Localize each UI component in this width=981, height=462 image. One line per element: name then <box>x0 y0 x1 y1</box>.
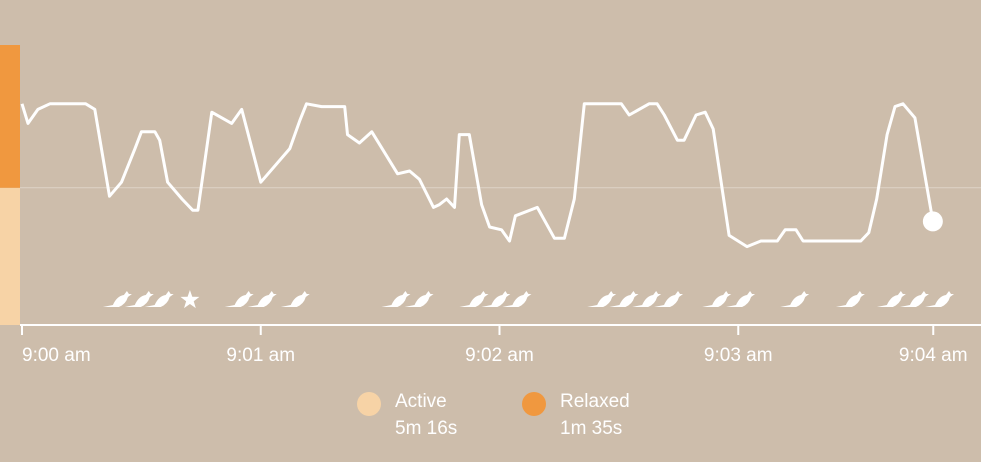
zone-band <box>0 187 20 325</box>
calm-line <box>20 102 935 249</box>
x-tick-label: 9:04 am <box>899 345 968 366</box>
bird-icon <box>702 291 732 307</box>
bird-icon <box>609 291 639 307</box>
bird-icon <box>280 291 310 307</box>
x-tick-label: 9:02 am <box>465 345 534 366</box>
bird-icon <box>587 291 617 307</box>
bird-icon <box>124 291 154 307</box>
star-icon <box>180 290 200 309</box>
x-tick-label: 9:03 am <box>704 345 773 366</box>
zone-band <box>0 45 20 188</box>
bird-icon <box>481 291 511 307</box>
legend-swatch <box>357 392 381 416</box>
bird-icon <box>247 291 277 307</box>
bird-icon <box>925 291 955 307</box>
bird-icon <box>381 291 411 307</box>
bird-icon <box>876 291 906 307</box>
bird-icon <box>404 291 434 307</box>
bird-icon <box>899 291 929 307</box>
bird-icon <box>726 291 756 307</box>
bird-icon <box>654 291 684 307</box>
bird-icon <box>632 291 662 307</box>
bird-icon <box>502 291 532 307</box>
x-tick-label: 9:01 am <box>226 345 295 366</box>
bird-icon <box>780 291 810 307</box>
bird-icon <box>459 291 489 307</box>
x-tick-label: 9:00 am <box>22 345 91 366</box>
end-point <box>922 211 943 232</box>
bird-icon <box>835 291 865 307</box>
legend-label: Active <box>395 391 447 412</box>
legend-swatch <box>522 392 546 416</box>
bird-icon <box>102 291 132 307</box>
bird-icon <box>144 291 174 307</box>
legend-duration: 5m 16s <box>395 418 457 439</box>
legend-label: Relaxed <box>560 391 630 412</box>
bird-icon <box>224 291 254 307</box>
legend-duration: 1m 35s <box>560 418 622 439</box>
